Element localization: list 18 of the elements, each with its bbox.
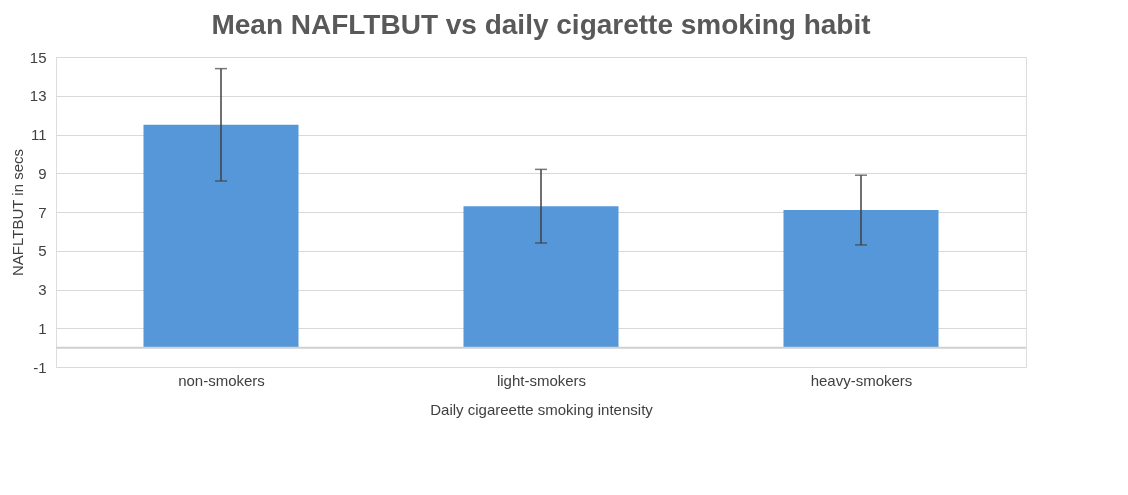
y-tick-label: 7 [38, 203, 47, 221]
y-tick-label: 5 [38, 242, 47, 260]
x-axis-title: Daily cigareette smoking intensity [430, 400, 654, 418]
bar [143, 124, 299, 348]
x-tick-label: light-smokers [496, 371, 587, 389]
chart-title: Mean NAFLTBUT vs daily cigarette smoking habit [211, 9, 871, 40]
y-axis-title: NAFLTBUT in secs [8, 149, 26, 276]
bar [783, 210, 939, 348]
x-tick-label: non-smokers [178, 371, 265, 389]
y-tick-label: 3 [38, 281, 47, 298]
y-tick-label: 1 [38, 319, 47, 337]
y-tick-label: 15 [29, 48, 47, 66]
x-tick-label: heavy-smokers [810, 371, 913, 389]
y-tick-label: 9 [38, 164, 47, 182]
bar [463, 206, 619, 348]
y-tick-label: 13 [29, 87, 47, 105]
y-tick-label: -1 [33, 358, 47, 376]
y-tick-label: 11 [30, 126, 47, 143]
